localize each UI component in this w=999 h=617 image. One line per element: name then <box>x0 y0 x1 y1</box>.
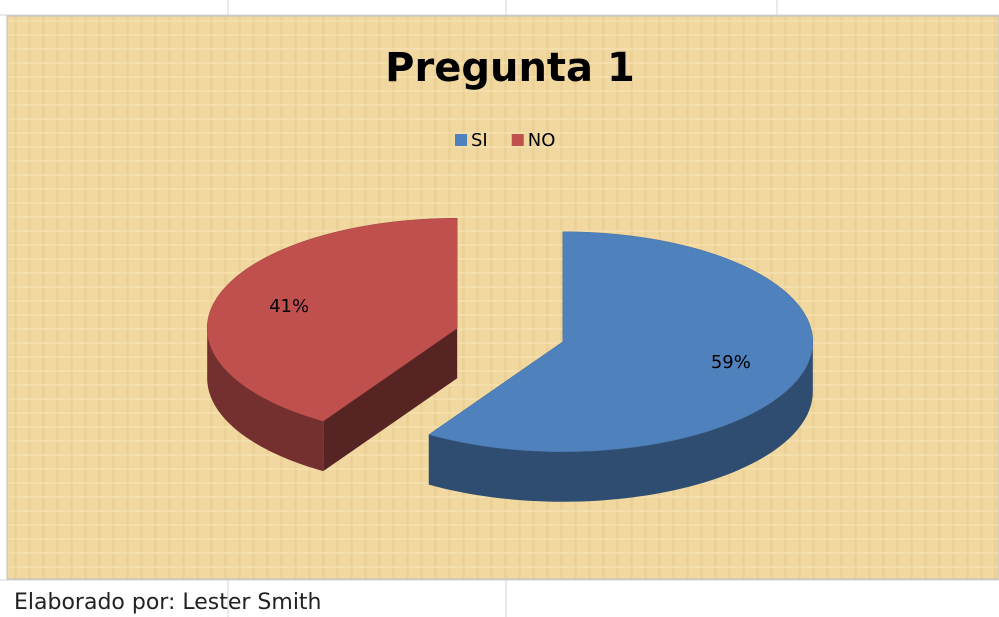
slice-wall <box>207 328 324 472</box>
legend-swatch <box>511 134 524 146</box>
slice-wall <box>428 341 813 502</box>
pie-slice <box>206 217 458 422</box>
legend-label: SI <box>471 130 488 151</box>
slice-side <box>323 328 458 472</box>
chart-title: Pregunta 1 <box>385 45 635 91</box>
legend-label: NO <box>528 130 556 151</box>
data-label: 41% <box>269 296 309 317</box>
pie-slice <box>428 231 814 452</box>
legend-swatch <box>455 134 467 146</box>
data-label: 59% <box>711 352 751 373</box>
footer: Elaborado por: Lester Smith <box>14 590 322 615</box>
